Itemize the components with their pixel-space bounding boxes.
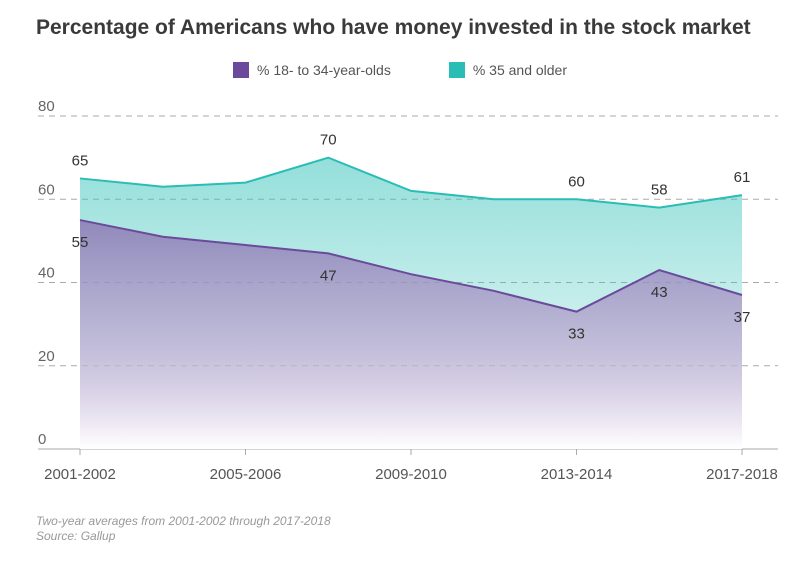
legend-item-young: % 18- to 34-year-olds — [232, 62, 391, 78]
x-tick-label: 2001-2002 — [44, 466, 116, 483]
y-tick-label: 80 — [38, 98, 55, 115]
legend-swatch-older — [448, 62, 465, 78]
data-label-older: 65 — [72, 152, 89, 169]
x-tick-label: 2013-2014 — [541, 466, 613, 483]
chart-title: Percentage of Americans who have money i… — [36, 16, 751, 39]
data-label-young: 55 — [72, 234, 89, 251]
x-tick-label: 2005-2006 — [210, 466, 282, 483]
data-label-young: 47 — [320, 267, 337, 284]
legend-item-older: % 35 and older — [448, 62, 568, 78]
data-label-older: 58 — [651, 182, 668, 199]
y-tick-label: 40 — [38, 265, 55, 282]
y-tick-label: 0 — [38, 431, 46, 448]
x-tick-label: 2017-2018 — [706, 466, 778, 483]
data-label-older: 60 — [568, 173, 585, 190]
footnote-description: Two-year averages from 2001-2002 through… — [36, 514, 331, 528]
footnote-source: Source: Gallup — [36, 529, 116, 543]
footnote: Two-year averages from 2001-2002 through… — [36, 514, 331, 544]
legend-swatch-young — [232, 62, 249, 78]
line-young — [79, 219, 743, 313]
legend-label-young: % 18- to 34-year-olds — [256, 62, 391, 78]
y-tick-label: 20 — [38, 348, 55, 365]
data-label-older: 70 — [320, 132, 337, 149]
line-older — [79, 156, 743, 209]
data-label-young: 33 — [568, 326, 585, 343]
legend: % 18- to 34-year-olds % 35 and older — [0, 62, 800, 78]
legend-label-older: % 35 and older — [472, 62, 568, 78]
data-label-older: 61 — [734, 169, 751, 186]
y-tick-label: 60 — [38, 181, 55, 198]
data-label-young: 37 — [734, 309, 751, 326]
x-tick-label: 2009-2010 — [375, 466, 447, 483]
area-young — [80, 220, 742, 449]
data-label-young: 43 — [651, 284, 668, 301]
